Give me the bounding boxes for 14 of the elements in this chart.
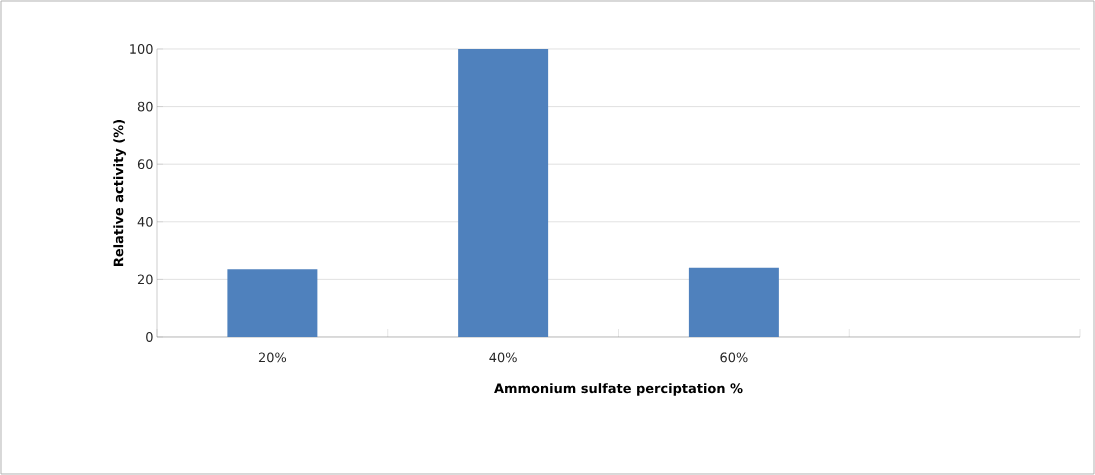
y-tick-label: 60 xyxy=(137,159,153,170)
x-axis-title: Ammonium sulfate perciptation % xyxy=(494,383,743,396)
bar xyxy=(227,269,318,337)
y-axis-title: Relative activity (%) xyxy=(113,119,126,266)
y-tick-label: 0 xyxy=(146,332,153,342)
y-tick-label: 100 xyxy=(130,44,153,54)
x-tick-label: 40% xyxy=(489,352,517,363)
bar xyxy=(688,267,779,337)
bar xyxy=(458,48,549,337)
y-tick-label: 80 xyxy=(137,101,153,112)
x-tick-label: 20% xyxy=(258,352,287,363)
y-tick-label: 40 xyxy=(137,216,153,227)
y-tick-label: 20 xyxy=(137,274,153,285)
x-tick-label: 60% xyxy=(720,352,748,363)
